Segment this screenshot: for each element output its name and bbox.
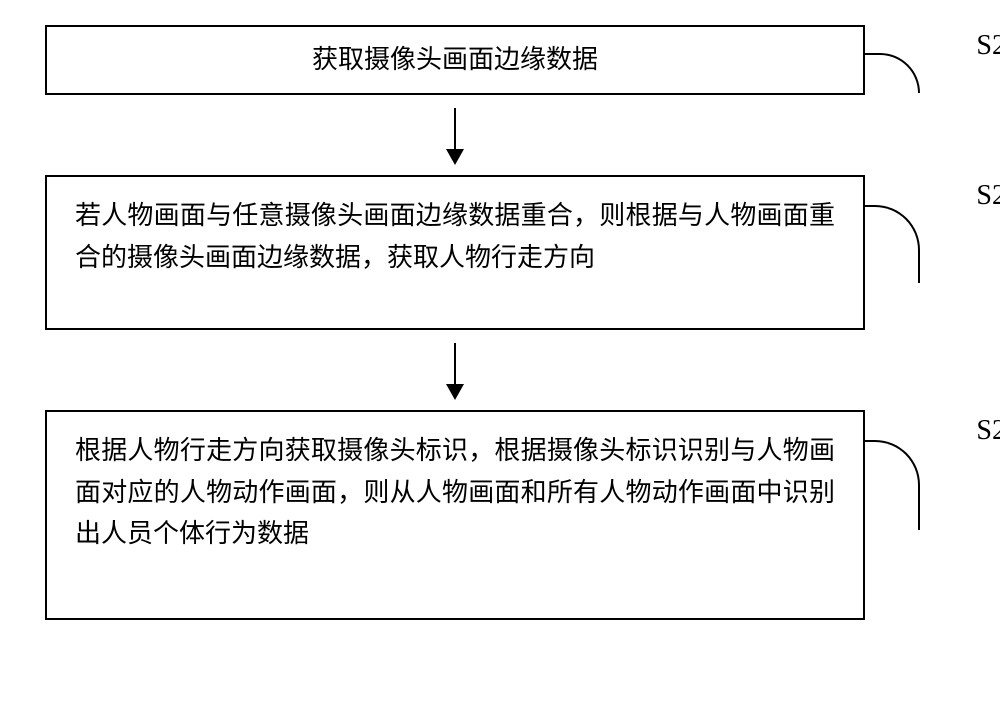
step-text-s22: 若人物画面与任意摄像头画面边缘数据重合，则根据与人物画面重合的摄像头画面边缘数据… [75, 195, 835, 278]
step-text-s23: 根据人物行走方向获取摄像头标识，根据摄像头标识识别与人物画面对应的人物动作画面，… [75, 430, 835, 555]
step-label-s22: S22 [976, 180, 1000, 212]
connector-s23 [865, 440, 920, 530]
connector-s21 [865, 53, 920, 93]
flowchart-container: 获取摄像头画面边缘数据 若人物画面与任意摄像头画面边缘数据重合，则根据与人物画面… [45, 25, 955, 620]
step-box-s21: 获取摄像头画面边缘数据 [45, 25, 865, 95]
arrow-2-to-3 [45, 330, 865, 410]
arrow-down-icon [454, 108, 456, 163]
step-box-s23: 根据人物行走方向获取摄像头标识，根据摄像头标识识别与人物画面对应的人物动作画面，… [45, 410, 865, 620]
step-label-s23: S23 [976, 415, 1000, 447]
connector-s22 [865, 205, 920, 283]
step-label-s21: S21 [976, 30, 1000, 62]
arrow-1-to-2 [45, 95, 865, 175]
step-text-s21: 获取摄像头画面边缘数据 [312, 39, 598, 81]
step-box-s22: 若人物画面与任意摄像头画面边缘数据重合，则根据与人物画面重合的摄像头画面边缘数据… [45, 175, 865, 330]
arrow-down-icon [454, 343, 456, 398]
